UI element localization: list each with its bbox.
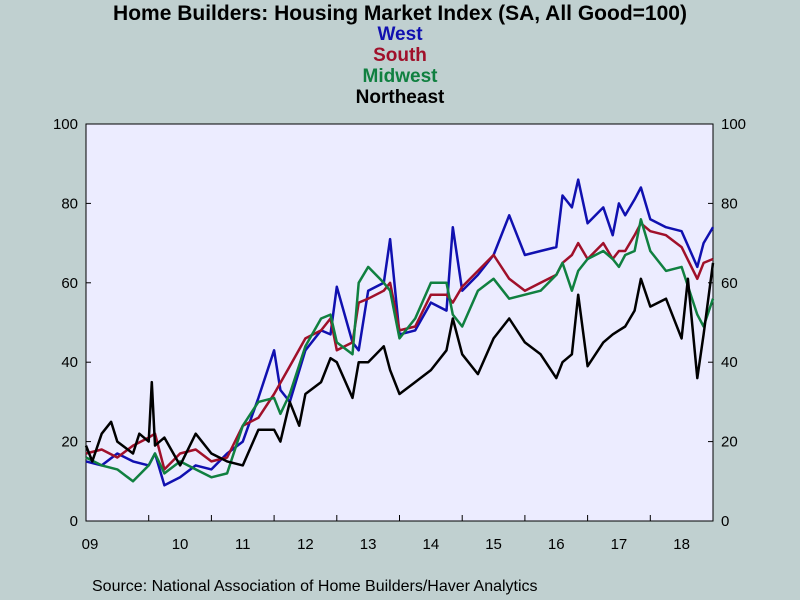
legend-entry-midwest: Midwest	[362, 66, 438, 87]
legend-entry-west: West	[377, 24, 423, 45]
legend-entry-northeast: Northeast	[355, 87, 445, 108]
series-line-south	[85, 222, 714, 471]
x-tick-label: 17	[611, 536, 628, 553]
x-tick-label: 14	[423, 536, 440, 553]
x-tick-label: 09	[82, 536, 99, 553]
chart-title: Home Builders: Housing Market Index (SA,…	[113, 2, 687, 25]
y-tick-label: 60	[721, 275, 738, 292]
y-axis-left: 0 20 40 60 80 100	[53, 116, 91, 530]
y-tick-label: 40	[721, 354, 738, 371]
series-line-midwest	[85, 218, 715, 483]
x-tick-label: 11	[235, 536, 251, 553]
series-lines	[84, 178, 715, 487]
x-tick-label: 12	[297, 536, 314, 553]
y-tick-label: 100	[721, 116, 746, 133]
y-axis-right: 0 20 40 60 80 100	[708, 116, 746, 530]
y-tick-label: 60	[61, 275, 78, 292]
x-tick-label: 10	[172, 536, 189, 553]
x-tick-label: 15	[485, 536, 502, 553]
x-tick-label: 18	[673, 536, 690, 553]
source-note: Source: National Association of Home Bui…	[92, 578, 538, 595]
legend-entry-south: South	[373, 45, 427, 66]
y-tick-label: 0	[70, 513, 78, 530]
x-tick-label: 13	[360, 536, 377, 553]
x-axis: 09 10 11 12 13 14 15 16 17 18	[82, 515, 714, 553]
y-tick-label: 20	[721, 434, 738, 451]
series-line-northeast	[84, 262, 715, 467]
series-line-west	[85, 178, 715, 487]
y-tick-label: 80	[721, 195, 738, 212]
y-tick-label: 100	[53, 116, 78, 133]
y-tick-label: 40	[61, 354, 78, 371]
y-tick-label: 0	[721, 513, 729, 530]
x-tick-label: 16	[548, 536, 565, 553]
y-tick-label: 80	[61, 195, 78, 212]
y-tick-label: 20	[61, 434, 78, 451]
